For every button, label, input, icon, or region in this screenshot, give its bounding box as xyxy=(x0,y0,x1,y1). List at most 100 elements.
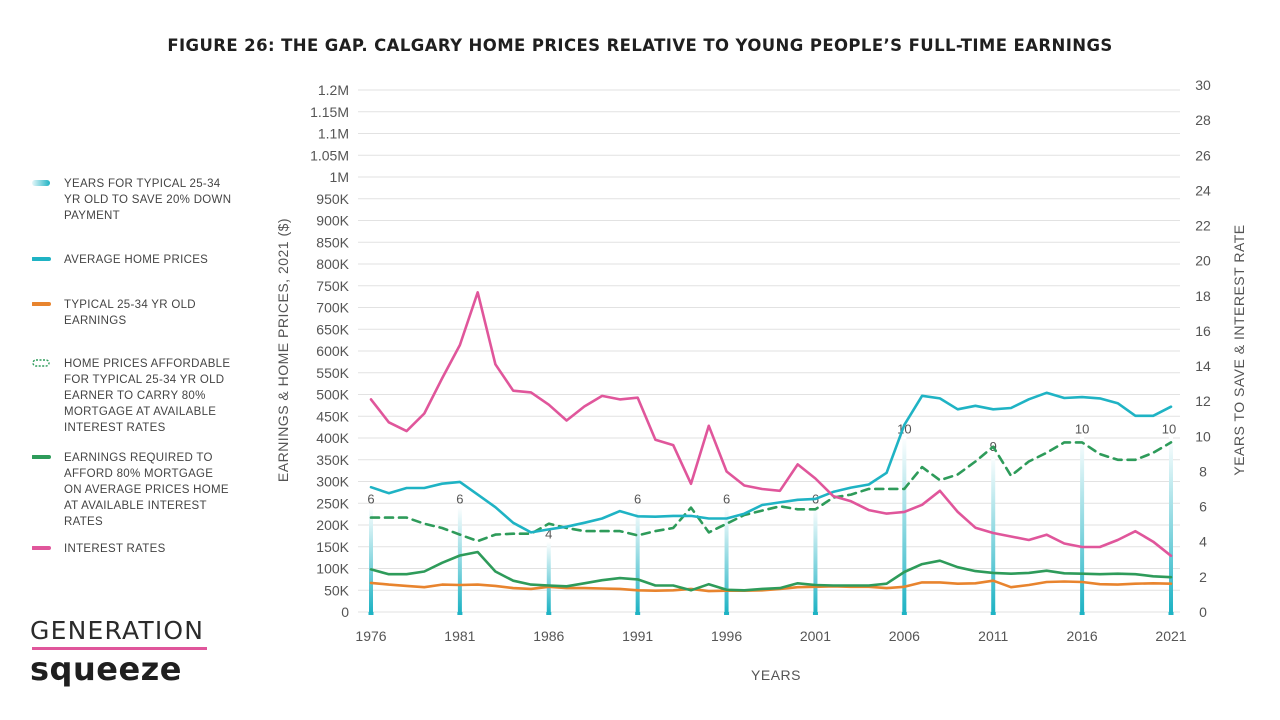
axis-ticks: 0 50K 100K 150K 200K 250K 300K 350K 400K 450K 500K… xyxy=(310,77,1211,644)
x-axis-title: YEARS xyxy=(751,667,801,683)
y-tick-label: 500K xyxy=(316,387,349,403)
y2-tick-label: 4 xyxy=(1199,534,1207,550)
y2-tick-label: 14 xyxy=(1195,358,1211,374)
y-tick-label: 1.2M xyxy=(318,82,349,98)
y2-tick-label: 26 xyxy=(1195,147,1211,163)
x-tick-label: 2021 xyxy=(1155,628,1186,644)
y2-tick-label: 30 xyxy=(1195,77,1211,93)
years-to-save-bar xyxy=(813,506,818,612)
y-tick-label: 1.1M xyxy=(318,126,349,142)
years-to-save-bar-base xyxy=(724,612,730,615)
y-tick-label: 300K xyxy=(316,474,349,490)
bar-data-label: 6 xyxy=(723,492,730,507)
y-tick-label: 150K xyxy=(316,539,349,555)
logo-rule xyxy=(32,647,207,650)
bar-data-label: 10 xyxy=(1075,421,1089,436)
legend-label: AVERAGE HOME PRICES xyxy=(64,254,209,266)
bar-data-label: 10 xyxy=(1162,421,1176,436)
years-to-save-bar-base xyxy=(812,612,818,615)
y-tick-label: 350K xyxy=(316,452,349,468)
years-to-save-bar xyxy=(724,506,729,612)
years-to-save-bar-base xyxy=(1168,612,1174,615)
years-to-save-bar-base xyxy=(635,612,641,615)
x-tick-label: 1986 xyxy=(533,628,564,644)
y-tick-label: 1.05M xyxy=(310,147,349,163)
legend-swatch-line xyxy=(32,546,51,550)
y-tick-label: 950K xyxy=(316,191,349,207)
y-tick-label: 800K xyxy=(316,256,349,272)
years-to-save-bar-base xyxy=(1079,612,1085,615)
x-tick-label: 1981 xyxy=(444,628,475,644)
y2-tick-label: 10 xyxy=(1195,428,1211,444)
y-tick-label: 550K xyxy=(316,365,349,381)
y-tick-label: 750K xyxy=(316,278,349,294)
y-tick-label: 1.15M xyxy=(310,104,349,120)
legend-swatch-dashed xyxy=(32,359,50,367)
series-line-earnings-required-to-afford-80-mortgage- xyxy=(369,550,1173,592)
y-tick-label: 850K xyxy=(316,234,349,250)
bar-data-label: 6 xyxy=(634,492,641,507)
y-tick-label: 0 xyxy=(341,604,349,620)
y2-tick-label: 12 xyxy=(1195,393,1211,409)
y-tick-label: 450K xyxy=(316,408,349,424)
y2-tick-label: 18 xyxy=(1195,288,1211,304)
series-line-home-prices-affordable-for-typical-25-34 xyxy=(369,441,1173,543)
x-tick-label: 2001 xyxy=(800,628,831,644)
years-to-save-bar xyxy=(635,506,640,612)
years-to-save-bar xyxy=(1080,436,1085,612)
legend-swatch-bar xyxy=(32,180,50,186)
legend-label: HOME PRICES AFFORDABLE FOR TYPICAL 25-34 … xyxy=(64,358,231,434)
y-tick-label: 900K xyxy=(316,213,349,229)
x-tick-label: 2006 xyxy=(889,628,920,644)
y2-axis-title: YEARS TO SAVE & INTEREST RATE xyxy=(1231,224,1247,475)
y2-tick-label: 16 xyxy=(1195,323,1211,339)
legend-swatch-line xyxy=(32,257,51,261)
generation-squeeze-logo: GENERATION squeeze xyxy=(30,616,207,685)
x-tick-label: 1991 xyxy=(622,628,653,644)
y2-tick-label: 20 xyxy=(1195,253,1211,269)
bar-data-label: 4 xyxy=(545,527,552,542)
years-to-save-bar xyxy=(369,506,373,612)
logo-line-1: GENERATION xyxy=(30,616,205,645)
series-lines xyxy=(369,290,1173,593)
years-to-save-bar-base xyxy=(901,612,907,615)
years-to-save-bar xyxy=(1169,436,1173,612)
legend-swatch-line xyxy=(32,302,51,306)
y-axis-title: EARNINGS & HOME PRICES, 2021 ($) xyxy=(275,218,291,482)
y-tick-label: 700K xyxy=(316,300,349,316)
legend-label: TYPICAL 25-34 YR OLD EARNINGS xyxy=(64,299,196,327)
y-tick-label: 600K xyxy=(316,343,349,359)
y2-tick-label: 8 xyxy=(1199,463,1207,479)
chart-title: FIGURE 26: THE GAP. CALGARY HOME PRICES … xyxy=(167,36,1113,55)
legend-label: EARNINGS REQUIRED TO AFFORD 80% MORTGAGE O… xyxy=(64,452,229,528)
legend-swatch-line xyxy=(32,455,51,459)
years-to-save-bar xyxy=(546,541,551,612)
y2-tick-label: 0 xyxy=(1199,604,1207,620)
x-tick-label: 1976 xyxy=(355,628,386,644)
years-to-save-bar xyxy=(902,436,907,612)
y2-tick-label: 2 xyxy=(1199,569,1207,585)
years-to-save-bar-base xyxy=(368,612,374,615)
series-line-interest-rates xyxy=(369,290,1173,558)
y-tick-label: 1M xyxy=(330,169,349,185)
y2-tick-label: 24 xyxy=(1195,182,1211,198)
legend-label: YEARS FOR TYPICAL 25-34 YR OLD TO SAVE 20… xyxy=(64,178,232,222)
y-tick-label: 100K xyxy=(316,561,349,577)
logo-line-2: squeeze xyxy=(30,650,182,688)
years-to-save-bar xyxy=(457,506,462,612)
y-tick-label: 50K xyxy=(324,582,350,598)
x-tick-label: 2016 xyxy=(1067,628,1098,644)
x-tick-label: 1996 xyxy=(711,628,742,644)
years-to-save-bar-base xyxy=(457,612,463,615)
years-to-save-bar-base xyxy=(990,612,996,615)
y-tick-label: 650K xyxy=(316,321,349,337)
y-tick-label: 250K xyxy=(316,495,349,511)
y2-tick-label: 28 xyxy=(1195,112,1211,128)
y2-tick-label: 6 xyxy=(1199,499,1207,515)
bar-data-label: 6 xyxy=(367,492,374,507)
bar-data-label: 6 xyxy=(456,492,463,507)
legend-label: INTEREST RATES xyxy=(64,543,166,555)
y-tick-label: 400K xyxy=(316,430,349,446)
years-to-save-bar-base xyxy=(546,612,552,615)
